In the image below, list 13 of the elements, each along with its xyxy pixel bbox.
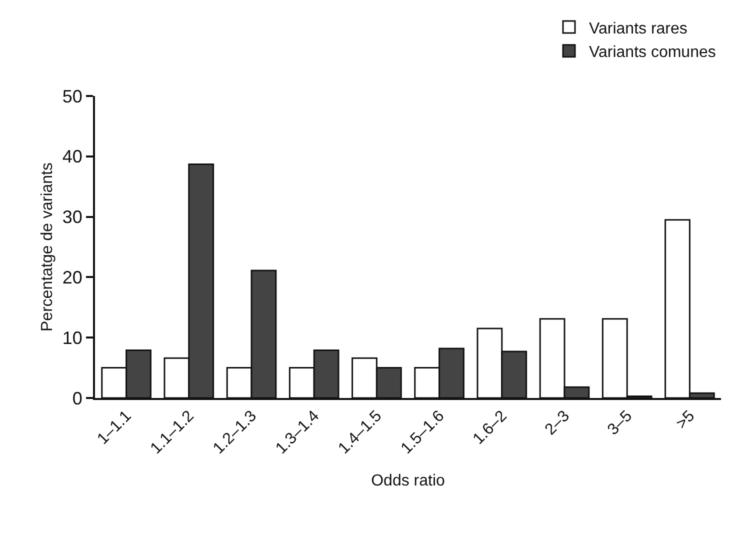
x-axis-title: Odds ratio <box>371 472 446 490</box>
y-tick-label: 20 <box>62 268 82 288</box>
x-tick-label: 3–5 <box>604 408 636 439</box>
legend-label: Variants rares <box>589 20 688 38</box>
y-tick-label: 0 <box>72 388 82 408</box>
y-axis-title: Percentatge de variants <box>39 162 56 332</box>
y-tick-label: 50 <box>62 86 82 106</box>
x-tick-label: 2–3 <box>542 408 574 439</box>
y-tick-label: 30 <box>62 207 82 228</box>
y-tick-label: 10 <box>62 328 82 348</box>
x-tick-label: >5 <box>673 408 698 433</box>
y-tick-label: 40 <box>62 146 82 167</box>
legend-label: Variants comunes <box>589 44 716 62</box>
